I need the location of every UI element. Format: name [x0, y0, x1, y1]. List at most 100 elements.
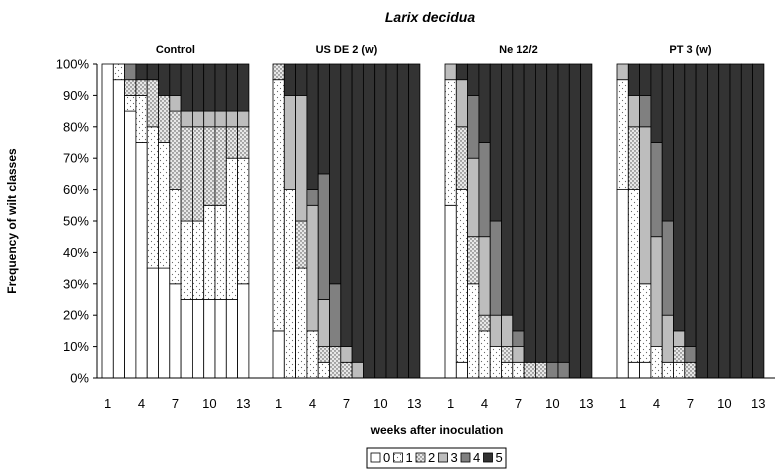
bar-segment — [385, 63, 398, 379]
bar-segment — [639, 283, 652, 363]
bar-segment — [557, 361, 570, 379]
bar-segment — [444, 204, 457, 379]
bar-segment — [169, 189, 182, 285]
bar-segment — [112, 63, 126, 81]
bar-segment — [501, 314, 514, 348]
bar-segment — [740, 63, 753, 379]
bar-segment — [351, 361, 364, 379]
bar-segment — [306, 189, 319, 206]
bar-segment — [124, 79, 137, 96]
bar-segment — [283, 63, 296, 96]
bar-segment — [214, 299, 227, 379]
bar-segment — [627, 126, 640, 191]
x-tick-label: 1 — [619, 396, 626, 411]
bar-segment — [295, 63, 308, 96]
bar-segment — [135, 95, 148, 143]
x-tick-label: 10 — [202, 396, 216, 411]
x-axis-label: weeks after inoculation — [370, 423, 504, 437]
bar-segment — [317, 63, 330, 175]
bar-segment — [237, 283, 250, 379]
bar-segment — [112, 79, 126, 379]
bar-segment — [512, 361, 525, 379]
bar-segment — [340, 63, 353, 348]
bar-segment — [489, 346, 502, 379]
bar-segment — [396, 63, 409, 379]
bar-segment — [306, 204, 319, 332]
bar-segment — [317, 346, 330, 363]
bar-segment — [501, 63, 514, 316]
bar-segment — [684, 361, 697, 379]
bar-segment — [616, 189, 629, 379]
bar-segment — [546, 361, 559, 379]
bar-segment — [695, 63, 708, 379]
bar-segment — [568, 63, 581, 379]
bar-segment — [225, 110, 239, 128]
y-tick-label: 80% — [63, 119, 89, 134]
bar-segment — [135, 63, 148, 81]
x-tick-label: 13 — [579, 396, 593, 411]
bar-segment — [455, 63, 468, 81]
bar-segment — [489, 63, 502, 222]
bar-segment — [616, 79, 629, 190]
bar-segment — [661, 361, 674, 379]
bar-segment — [146, 126, 159, 269]
bar-segment — [146, 267, 159, 379]
bar-segment — [317, 173, 330, 300]
legend-swatch — [483, 452, 493, 463]
bar-segment — [455, 126, 468, 191]
y-tick-label: 100% — [56, 57, 90, 72]
x-tick-label: 7 — [172, 396, 179, 411]
bar-segment — [557, 63, 570, 363]
bar-segment — [214, 63, 227, 112]
x-tick-label: 13 — [236, 396, 250, 411]
bar-segment — [225, 126, 239, 159]
bar-segment — [180, 299, 193, 379]
bar-segment — [718, 63, 731, 379]
bar-segment — [180, 126, 193, 222]
bar-segment — [650, 142, 663, 238]
legend-swatch — [370, 452, 381, 463]
bar-segment — [650, 236, 663, 347]
bar-segment — [340, 346, 353, 363]
bar-segment — [650, 63, 663, 143]
x-tick-label: 4 — [309, 396, 316, 411]
x-tick-label: 7 — [687, 396, 694, 411]
bar-segment — [444, 63, 457, 81]
bar-segment — [169, 63, 182, 96]
bar-segment — [283, 95, 296, 190]
bar-segment — [729, 63, 742, 379]
bar-segment — [478, 236, 491, 316]
legend-swatch — [393, 452, 403, 463]
bar-segment — [408, 63, 421, 379]
bar-segment — [158, 63, 171, 96]
bar-segment — [455, 79, 468, 128]
bar-segment — [673, 330, 686, 347]
bar-segment — [501, 346, 514, 363]
legend-label: 5 — [496, 450, 503, 465]
bar-segment — [673, 361, 686, 379]
bar-segment — [523, 361, 536, 379]
legend-label: 1 — [406, 450, 413, 465]
panel-title: US DE 2 (w) — [316, 44, 378, 56]
bar-segment — [272, 63, 285, 81]
bar-segment — [225, 63, 239, 112]
bar-segment — [639, 126, 652, 285]
bar-segment — [203, 110, 216, 128]
panel-title: Ne 12/2 — [499, 44, 538, 56]
panel-title: PT 3 (w) — [669, 44, 712, 56]
bar-segment — [616, 63, 629, 81]
bar-segment — [146, 63, 159, 81]
y-tick-label: 0% — [70, 371, 89, 386]
y-tick-label: 10% — [63, 339, 89, 354]
y-axis-label: Frequency of wilt classes — [5, 148, 19, 294]
x-tick-label: 7 — [343, 396, 350, 411]
bar-segment — [650, 346, 663, 379]
bar-segment — [295, 95, 308, 222]
bar-segment — [478, 314, 491, 332]
bar-segment — [627, 95, 640, 128]
bar-segment — [580, 63, 593, 379]
bar-segment — [124, 63, 137, 81]
x-tick-label: 4 — [653, 396, 660, 411]
bar-segment — [295, 267, 308, 379]
